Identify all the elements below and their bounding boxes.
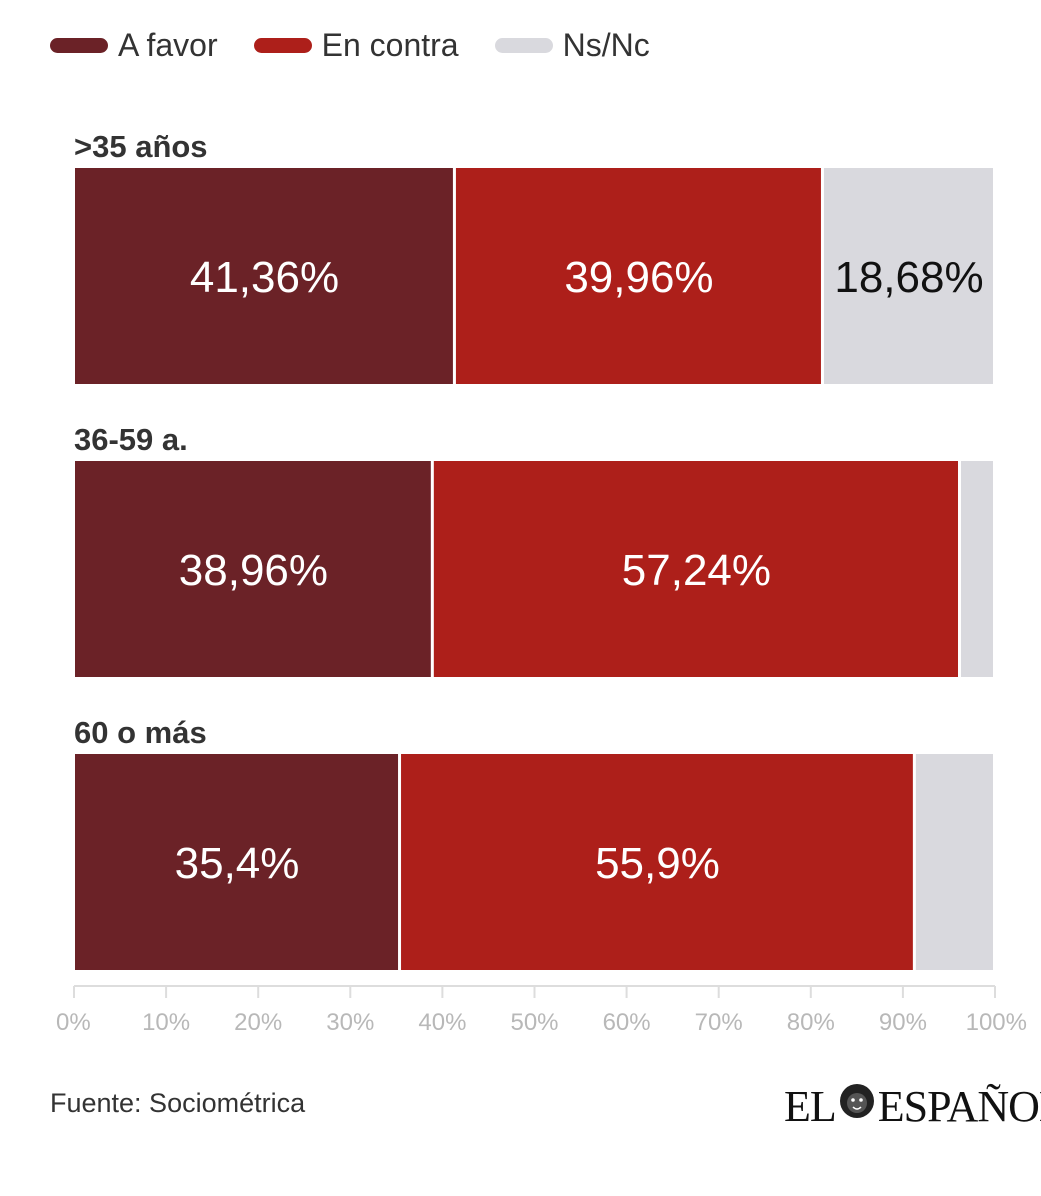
x-tick-label: 100%: [966, 1009, 1027, 1036]
x-tick-label: 20%: [234, 1009, 282, 1036]
legend-item: Ns/Nc: [494, 26, 650, 64]
x-tick-label: 90%: [879, 1009, 927, 1036]
bar-segment: [959, 459, 996, 679]
x-tick-label: 0%: [56, 1009, 91, 1036]
x-tick-label: 70%: [695, 1009, 743, 1036]
category-label: 36-59 a.: [74, 422, 188, 457]
data-label: 38,96%: [179, 546, 328, 595]
x-tick-label: 50%: [510, 1009, 558, 1036]
x-tick-label: 30%: [326, 1009, 374, 1036]
bar-segment: [453, 166, 823, 386]
lion-head-icon: [838, 1079, 876, 1134]
data-label: 41,36%: [190, 253, 339, 302]
logo-text-el: EL: [784, 1081, 837, 1131]
x-tick-label: 60%: [603, 1009, 651, 1036]
logo-text-espanol: ESPAÑOL: [877, 1081, 1041, 1131]
legend-label: A favor: [118, 26, 218, 63]
x-tick-label: 40%: [418, 1009, 466, 1036]
source-note: Fuente: Sociométrica: [50, 1088, 306, 1118]
bar-segment: [913, 752, 995, 972]
legend-label: Ns/Nc: [562, 26, 650, 63]
category-label: >35 años: [74, 129, 208, 164]
bar-segment: [399, 752, 915, 972]
legend-swatch: [50, 37, 108, 53]
legend-swatch: [494, 37, 553, 53]
data-label: 57,24%: [622, 546, 771, 595]
legend-swatch: [253, 37, 312, 53]
legend: A favor En contra Ns/Nc: [50, 22, 686, 68]
stacked-bar-chart: >35 años 41,36% 39,96% 18,68% 36-59 a. 38,96%…: [56, 129, 1027, 1036]
legend-label: En contra: [321, 26, 459, 63]
legend-item: A favor: [50, 27, 218, 64]
bar-segment: [73, 166, 455, 386]
data-label: 18,68%: [834, 253, 983, 302]
data-label: 35,4%: [175, 839, 300, 888]
x-tick-label: 10%: [142, 1009, 190, 1036]
category-label: 60 o más: [74, 715, 207, 750]
data-label: 39,96%: [564, 253, 713, 302]
legend-item: En contra: [253, 26, 459, 64]
x-tick-label: 80%: [787, 1009, 835, 1036]
bar-segment: [73, 752, 401, 972]
bar-segment: [431, 459, 961, 679]
data-label: 55,9%: [595, 839, 720, 888]
bar-segment: [821, 166, 996, 386]
el-espanol-logo: EL ESPAÑOL: [784, 1080, 1041, 1132]
